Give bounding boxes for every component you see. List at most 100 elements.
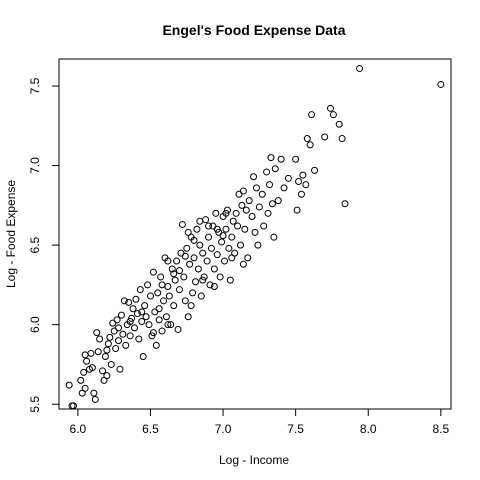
data-point	[90, 389, 98, 397]
data-point	[149, 268, 157, 276]
data-point	[251, 228, 259, 236]
data-point	[292, 155, 300, 163]
data-point	[236, 241, 244, 249]
data-point	[284, 174, 292, 182]
data-point	[162, 313, 170, 321]
data-point	[155, 316, 163, 324]
data-point	[293, 206, 301, 214]
data-point	[329, 111, 337, 119]
data-point	[126, 332, 134, 340]
data-point	[213, 251, 221, 259]
data-point	[81, 384, 89, 392]
data-point	[239, 187, 247, 195]
data-point	[244, 254, 252, 262]
data-point	[125, 298, 133, 306]
data-point	[103, 372, 111, 380]
data-point	[234, 222, 242, 230]
data-point	[116, 365, 124, 373]
data-point	[96, 335, 104, 343]
y-axis: 5.5 6.0 6.5 7.0 7.5	[28, 77, 59, 413]
data-point	[280, 184, 288, 192]
data-point	[193, 225, 201, 233]
data-point	[77, 376, 85, 384]
x-tick-label: 7.0	[215, 422, 232, 436]
data-point	[183, 244, 191, 252]
data-point	[158, 281, 166, 289]
data-point	[245, 197, 253, 205]
data-point	[104, 340, 112, 348]
data-point	[210, 283, 218, 290]
data-point	[155, 305, 163, 313]
data-point	[268, 200, 276, 208]
data-point	[171, 276, 179, 284]
data-point	[133, 310, 141, 318]
data-point	[239, 260, 247, 268]
data-point	[145, 321, 153, 329]
data-point	[205, 222, 213, 230]
data-point	[222, 209, 230, 217]
data-point	[255, 203, 263, 211]
data-point	[152, 341, 160, 349]
data-point	[252, 184, 260, 192]
data-point	[226, 276, 234, 284]
x-tick-label: 7.5	[287, 422, 304, 436]
data-point	[206, 281, 214, 289]
data-point	[187, 302, 195, 310]
data-point	[122, 341, 130, 349]
data-point	[126, 318, 134, 325]
data-point	[115, 324, 123, 332]
data-point	[165, 292, 173, 300]
data-point	[190, 236, 198, 244]
data-point	[170, 302, 178, 310]
data-point	[210, 265, 218, 273]
data-point	[222, 225, 230, 233]
x-tick-label: 8.5	[432, 422, 449, 436]
data-point	[191, 278, 199, 286]
data-point	[149, 329, 157, 337]
data-point	[223, 206, 231, 214]
data-point	[178, 220, 186, 228]
data-point	[138, 318, 146, 325]
data-point	[302, 181, 310, 189]
data-point	[144, 281, 152, 289]
data-point	[196, 217, 204, 225]
data-point	[119, 330, 127, 338]
chart-title: Engel's Food Expense Data	[162, 22, 345, 38]
data-point	[242, 206, 250, 214]
x-tick-label: 8.0	[360, 422, 377, 436]
data-point	[83, 357, 91, 365]
data-point	[88, 364, 96, 372]
data-point	[213, 225, 221, 233]
data-point	[80, 368, 88, 376]
y-tick-label: 7.5	[28, 77, 42, 94]
data-point	[263, 168, 271, 176]
data-point	[225, 244, 233, 252]
data-point	[181, 297, 189, 305]
y-tick-label: 5.5	[28, 396, 42, 413]
y-tick-label: 6.0	[28, 316, 42, 333]
data-point	[146, 292, 154, 300]
data-point	[303, 135, 311, 143]
data-point	[338, 135, 346, 143]
data-point	[142, 313, 150, 321]
data-point	[232, 209, 240, 217]
data-point	[91, 395, 99, 403]
data-point	[141, 302, 149, 310]
data-point	[190, 254, 198, 262]
data-point	[186, 260, 194, 268]
data-point	[94, 348, 102, 356]
data-point	[160, 297, 168, 305]
x-axis-label: Log - Income	[219, 453, 289, 467]
data-point	[167, 321, 175, 329]
data-point	[266, 181, 274, 189]
data-point	[271, 165, 279, 173]
data-point	[306, 141, 314, 149]
data-point	[180, 273, 188, 281]
data-point	[326, 104, 334, 112]
data-point	[437, 80, 445, 88]
data-point	[228, 233, 236, 241]
data-point	[157, 273, 165, 281]
data-point	[184, 228, 192, 236]
data-point	[311, 166, 319, 174]
